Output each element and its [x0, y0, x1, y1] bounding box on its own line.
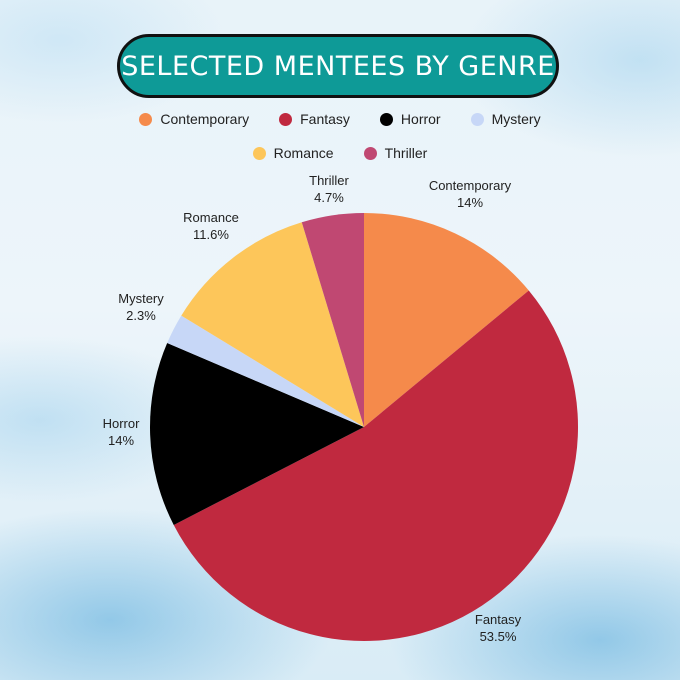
chart-title-banner: SELECTED MENTEES BY GENRE [117, 34, 559, 98]
legend-item-fantasy: Fantasy [279, 111, 350, 127]
legend-label-thriller: Thriller [384, 145, 428, 161]
slice-label-name-thriller: Thriller [309, 173, 349, 188]
pie-slice-romance [181, 222, 364, 427]
pie-slice-thriller [301, 213, 364, 427]
slice-label-value-romance: 11.6% [193, 227, 229, 242]
pie-slice-contemporary [364, 213, 529, 427]
legend-label-horror: Horror [400, 111, 441, 127]
slice-label-name-romance: Romance [183, 210, 239, 225]
legend-item-horror: Horror [379, 111, 441, 127]
slice-label-value-horror: 14% [108, 433, 134, 448]
slice-label-value-contemporary: 14% [457, 195, 483, 210]
legend-label-romance: Romance [273, 145, 334, 161]
legend-swatch-contemporary [139, 112, 153, 126]
pie-slice-fantasy [173, 290, 579, 642]
legend-row-1: Contemporary Fantasy Horror Mystery [0, 111, 680, 127]
legend-swatch-romance [252, 146, 266, 160]
slice-label-value-mystery: 2.3% [126, 308, 156, 323]
legend-label-mystery: Mystery [491, 111, 541, 127]
legend-item-thriller: Thriller [363, 145, 428, 161]
slice-label-name-horror: Horror [103, 416, 141, 431]
legend-swatch-horror [379, 112, 393, 126]
legend-swatch-mystery [470, 112, 484, 126]
slice-label-name-mystery: Mystery [118, 291, 164, 306]
legend-label-fantasy: Fantasy [300, 111, 350, 127]
slice-label-name-fantasy: Fantasy [475, 612, 522, 627]
legend-row-2: Romance Thriller [0, 145, 680, 161]
pie-slice-horror [150, 343, 364, 525]
pie-slice-mystery [167, 315, 364, 427]
legend-swatch-thriller [363, 146, 377, 160]
pie-slices [150, 213, 579, 642]
legend-item-romance: Romance [252, 145, 334, 161]
chart-title: SELECTED MENTEES BY GENRE [121, 50, 555, 82]
slice-label-value-fantasy: 53.5% [480, 629, 517, 644]
slice-labels: Contemporary 14% Fantasy 53.5% Horror 14% Myst… [103, 173, 522, 644]
legend-item-contemporary: Contemporary [139, 111, 249, 127]
slice-label-value-thriller: 4.7% [314, 190, 344, 205]
legend-label-contemporary: Contemporary [160, 111, 250, 127]
legend-item-mystery: Mystery [470, 111, 541, 127]
slice-label-name-contemporary: Contemporary [429, 178, 512, 193]
legend-swatch-fantasy [279, 112, 293, 126]
